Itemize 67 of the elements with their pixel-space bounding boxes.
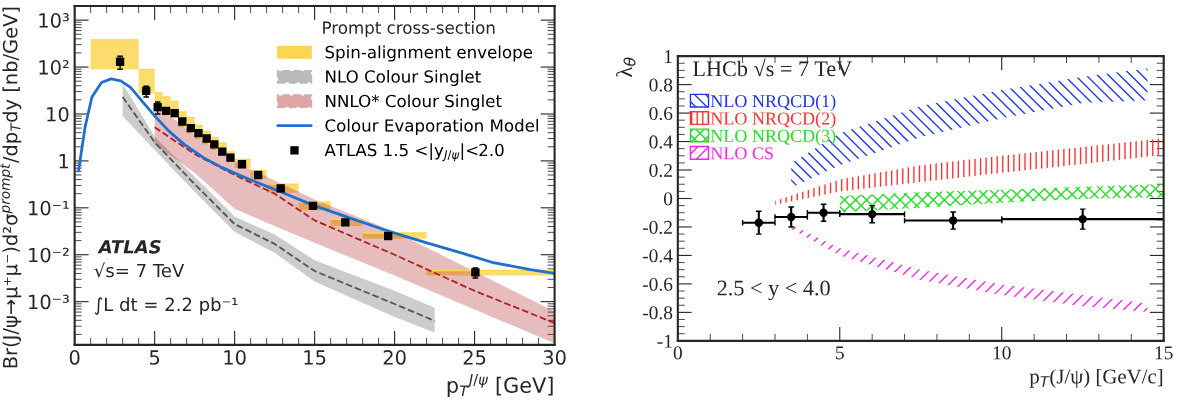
point: [384, 231, 393, 241]
y-tick-label: 10⁻¹: [29, 200, 69, 216]
y-tick-label: 10⁻²: [29, 247, 69, 263]
y-tick-label: 10⁻³: [29, 294, 69, 310]
x-tick-label: 20: [383, 350, 406, 365]
x-tick-label: 15: [1155, 346, 1173, 360]
x-axis-title: p$_{T}$(J/ψ) [GeV/c]: [1029, 368, 1163, 388]
point: [178, 117, 187, 126]
y-tick-label: 0: [663, 192, 673, 206]
point: [754, 218, 763, 227]
y-axis-title: λ$_{θ}$: [616, 57, 636, 77]
point: [308, 201, 318, 211]
y-tick-label: 0.2: [649, 163, 672, 178]
legend-label: NLO NRQCD(2): [710, 111, 836, 129]
y-tick-label: -0.8: [642, 306, 673, 320]
legend-label: NNLO* Colour Singlet: [326, 94, 502, 111]
point: [153, 102, 162, 112]
point: [787, 212, 796, 222]
point: [218, 147, 227, 156]
x-tick-label: 0: [673, 346, 682, 360]
y-tick-label: -0.4: [642, 249, 673, 263]
legend-label: Spin-alignment envelope: [325, 45, 533, 62]
point: [115, 57, 125, 66]
x-axis-title: p$_{T}$$^{J/ψ}$ [GeV]: [447, 374, 553, 398]
point: [253, 170, 263, 180]
x-tick-label: 30: [543, 350, 566, 365]
y-tick-label: 10²: [39, 60, 69, 75]
y-tick-label: 1: [59, 154, 68, 169]
y-tick-label: 0.8: [649, 78, 673, 92]
x-tick-label: 25: [463, 350, 486, 365]
legend-label: ATLAS 1.5 <|y$_{J/ψ}$|<2.0: [324, 143, 504, 162]
y-tick-label: 0.6: [649, 106, 673, 121]
point: [237, 160, 247, 169]
point: [161, 106, 171, 116]
y-tick-label: -0.2: [642, 220, 672, 234]
y-tick-label: 10³: [39, 13, 69, 28]
legend-label: NLO CS: [710, 147, 773, 160]
legend-label: NLO NRQCD(3): [710, 129, 836, 146]
x-tick-label: 0: [69, 350, 80, 365]
point: [867, 209, 877, 219]
legend-label: NLO NRQCD(1): [710, 94, 836, 111]
point: [170, 109, 179, 118]
legend-label: NLO Colour Singlet: [326, 69, 481, 87]
y-axis-title: Br(J/ψ→μ⁺μ⁻)d²σ$^{prompt}$/dp$_{T}$dy [nb/GeV]: [0, 7, 22, 368]
point: [819, 208, 828, 217]
annotation: ∫L dt = 2.2 pb⁻¹: [94, 297, 238, 315]
y-tick-label: 1: [664, 50, 672, 63]
annotation: ATLAS: [97, 239, 161, 254]
point: [276, 184, 285, 193]
point: [1078, 214, 1087, 224]
point: [341, 218, 350, 227]
y-tick-label: 10: [47, 106, 69, 122]
x-tick-label: 10: [224, 350, 246, 365]
annotation: √s= 7 TeV: [94, 262, 185, 278]
annotation: LHCb √s = 7 TeV: [693, 58, 852, 77]
x-tick-label: 5: [149, 350, 160, 365]
legend-label: Colour Evaporation Model: [325, 118, 539, 135]
y-tick-label: -0.6: [642, 277, 673, 291]
y-tick-label: 0.4: [649, 135, 673, 149]
point: [948, 216, 958, 225]
x-tick-label: 10: [993, 346, 1011, 360]
annotation: 2.5 < y < 4.0: [717, 280, 830, 301]
point: [186, 123, 195, 133]
y-tick-label: -1: [657, 334, 672, 348]
x-tick-label: 5: [836, 346, 844, 360]
x-tick-label: 15: [304, 350, 326, 365]
legend-title: Prompt cross-section: [323, 21, 495, 38]
